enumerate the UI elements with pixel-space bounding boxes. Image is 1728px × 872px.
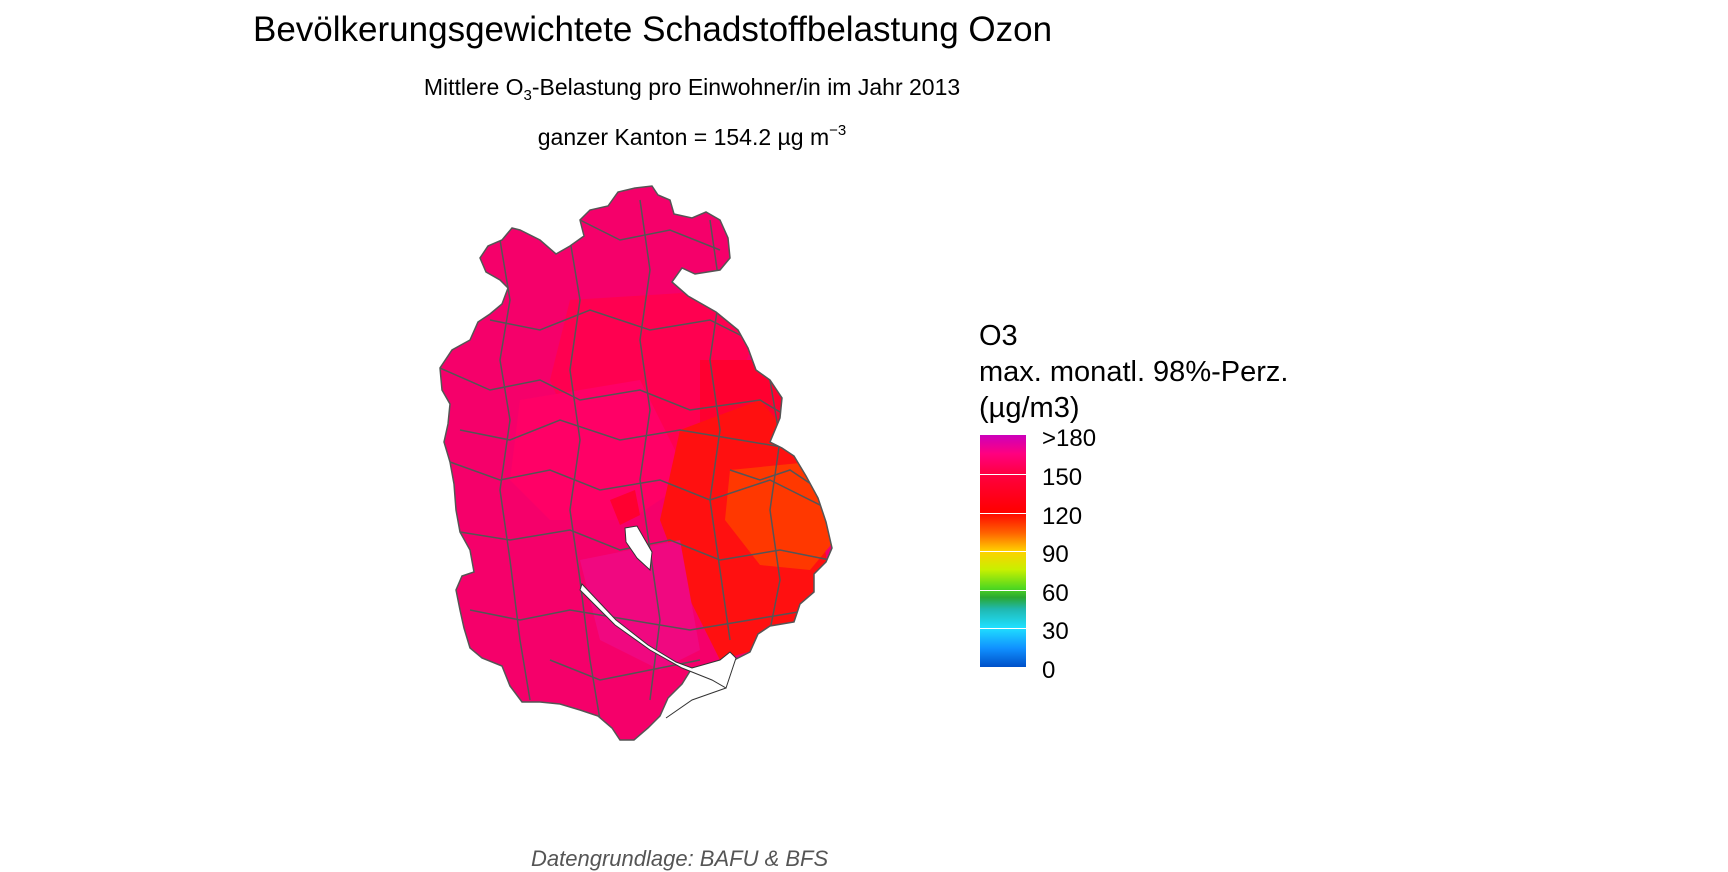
legend-tick-60 xyxy=(980,590,1026,591)
map-zone-southwest xyxy=(490,580,570,680)
map-zone-southeast xyxy=(725,462,832,570)
lake-greifensee xyxy=(624,525,653,572)
legend-tick-30 xyxy=(980,628,1026,629)
canton-value-text: ganzer Kanton = 154.2 µg m xyxy=(537,124,830,150)
legend-title-metric: max. monatl. 98%-Perz. xyxy=(979,356,1289,388)
map-zone-center xyxy=(510,380,690,520)
legend-label-90: 90 xyxy=(1042,541,1069,568)
legend-label-120: 120 xyxy=(1042,503,1083,530)
legend-tick-120 xyxy=(980,513,1026,514)
subtitle-canton-value: ganzer Kanton = 154.2 µg m−3 xyxy=(292,122,1092,151)
canton-value-unit-exponent: −3 xyxy=(829,122,847,139)
legend-label-0: 0 xyxy=(1042,657,1056,684)
legend-tick-90 xyxy=(980,551,1026,552)
map-zone-south xyxy=(580,540,700,670)
subtitle-text-post: -Belastung pro Einwohner/in im Jahr 2013 xyxy=(531,74,961,100)
data-source-caption: Datengrundlage: BAFU & BFS xyxy=(531,846,829,871)
subtitle-text-pre: Mittlere O xyxy=(423,74,524,100)
legend-title-unit: (µg/m3) xyxy=(979,392,1080,424)
chart-title: Bevölkerungsgewichtete Schadstoffbelastu… xyxy=(253,10,1053,49)
legend-label-150: 150 xyxy=(1042,464,1083,491)
map-zone-hotspot xyxy=(610,490,640,525)
municipality-borders xyxy=(440,199,831,721)
lake-zurich-upper-shore xyxy=(665,687,727,719)
subtitle-mean-exposure: Mittlere O3-Belastung pro Einwohner/in i… xyxy=(292,74,1092,104)
legend-label-gt180: >180 xyxy=(1042,425,1097,452)
legend-tick-150 xyxy=(980,474,1026,475)
canton-zurich-map xyxy=(439,185,833,741)
legend-label-60: 60 xyxy=(1042,580,1069,607)
legend-title-pollutant: O3 xyxy=(979,320,1018,352)
legend-title: O3 max. monatl. 98%-Perz. (µg/m3) xyxy=(979,318,1288,426)
legend-label-30: 30 xyxy=(1042,618,1069,645)
subtitle-subscript: 3 xyxy=(523,87,532,104)
lake-zurich xyxy=(579,583,737,689)
